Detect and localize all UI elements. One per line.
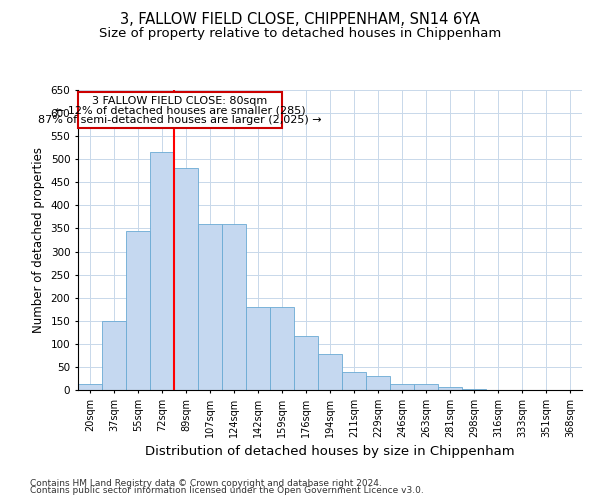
- Bar: [150, 152, 174, 390]
- Bar: [342, 372, 366, 390]
- Bar: [294, 336, 318, 390]
- Bar: [174, 168, 198, 390]
- Bar: [78, 92, 282, 128]
- Bar: [222, 224, 246, 390]
- Bar: [318, 354, 342, 390]
- Text: Contains HM Land Registry data © Crown copyright and database right 2024.: Contains HM Land Registry data © Crown c…: [30, 478, 382, 488]
- Bar: [246, 307, 270, 390]
- Bar: [438, 387, 462, 390]
- Text: 87% of semi-detached houses are larger (2,025) →: 87% of semi-detached houses are larger (…: [38, 114, 322, 124]
- Text: Contains public sector information licensed under the Open Government Licence v3: Contains public sector information licen…: [30, 486, 424, 495]
- Bar: [102, 321, 126, 390]
- Y-axis label: Number of detached properties: Number of detached properties: [32, 147, 45, 333]
- Text: Size of property relative to detached houses in Chippenham: Size of property relative to detached ho…: [99, 28, 501, 40]
- Text: ← 12% of detached houses are smaller (285): ← 12% of detached houses are smaller (28…: [55, 105, 305, 115]
- Bar: [126, 231, 150, 390]
- Bar: [390, 384, 414, 390]
- Bar: [78, 384, 102, 390]
- Bar: [366, 376, 390, 390]
- Text: 3 FALLOW FIELD CLOSE: 80sqm: 3 FALLOW FIELD CLOSE: 80sqm: [92, 96, 268, 106]
- Text: 3, FALLOW FIELD CLOSE, CHIPPENHAM, SN14 6YA: 3, FALLOW FIELD CLOSE, CHIPPENHAM, SN14 …: [120, 12, 480, 28]
- X-axis label: Distribution of detached houses by size in Chippenham: Distribution of detached houses by size …: [145, 446, 515, 458]
- Bar: [198, 224, 222, 390]
- Bar: [270, 307, 294, 390]
- Bar: [414, 384, 438, 390]
- Bar: [462, 388, 486, 390]
